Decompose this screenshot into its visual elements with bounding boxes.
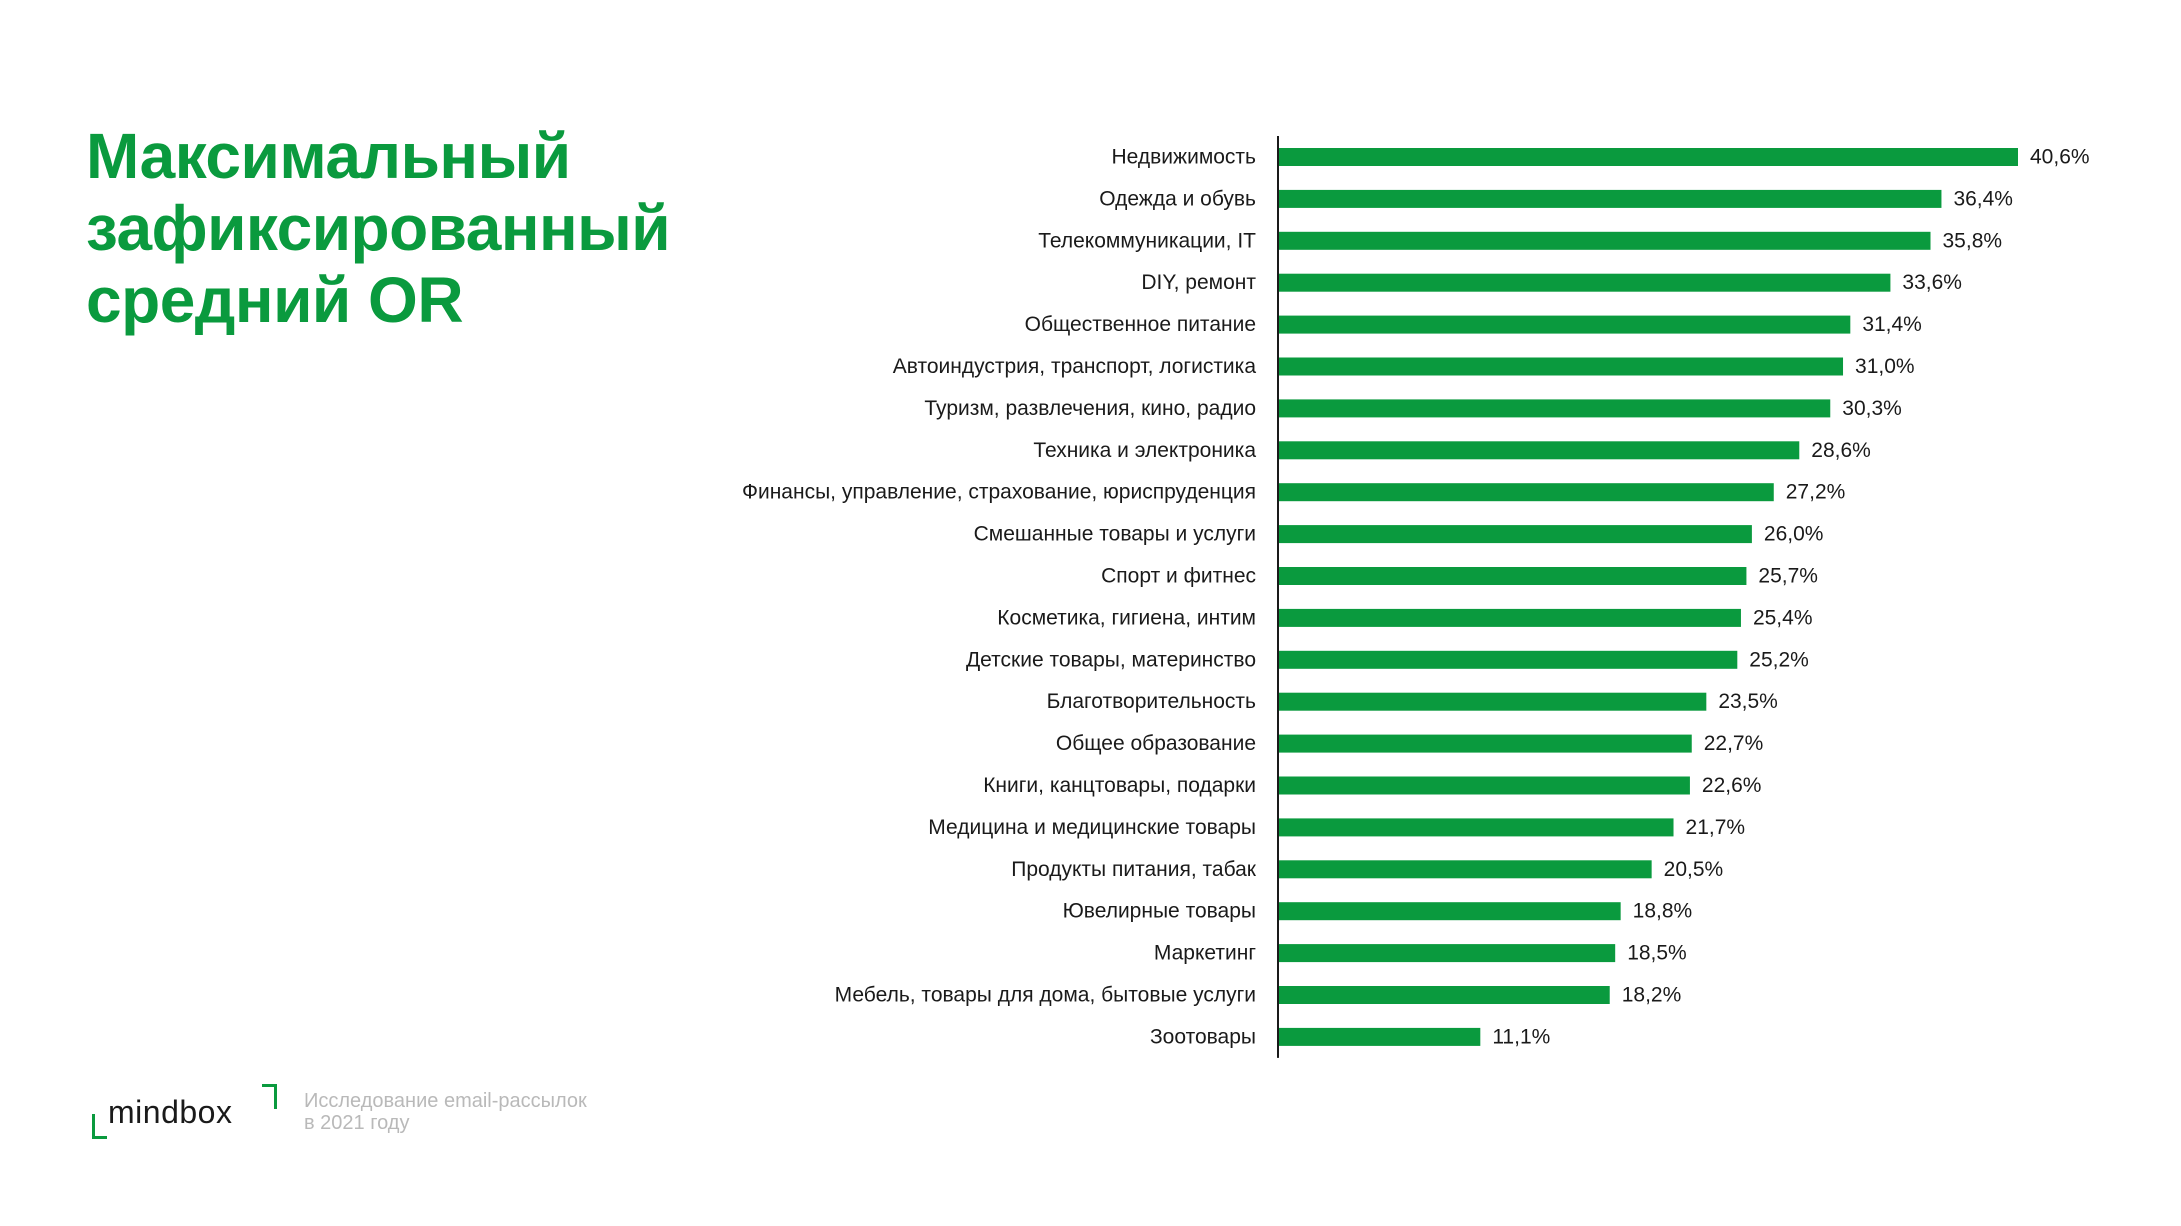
category-label: DIY, ремонт: [1141, 271, 1256, 294]
bar: [1278, 944, 1616, 963]
category-label: Зоотовары: [1150, 1025, 1256, 1048]
logo-bracket-top-right: [262, 1084, 277, 1109]
bar: [1278, 650, 1738, 669]
bar: [1278, 399, 1831, 418]
category-label: Детские товары, материнство: [966, 648, 1256, 671]
bar: [1278, 273, 1891, 292]
value-label: 25,2%: [1749, 648, 1809, 671]
bar: [1278, 986, 1610, 1004]
value-label: 18,8%: [1633, 900, 1693, 923]
value-label: 11,1%: [1492, 1025, 1550, 1048]
value-label: 18,5%: [1627, 942, 1687, 965]
category-label: Техника и электроника: [1033, 439, 1256, 462]
category-label: Автоиндустрия, транспорт, логистика: [893, 355, 1257, 378]
value-label: 40,6%: [2030, 146, 2090, 169]
footer-caption: Исследование email-рассылок в 2021 году: [304, 1090, 664, 1134]
category-label: Телекоммуникации, IT: [1038, 229, 1256, 252]
category-label: Смешанные товары и услуги: [974, 523, 1256, 546]
value-label: 22,6%: [1702, 774, 1762, 797]
bar: [1278, 818, 1674, 837]
value-label: 25,7%: [1758, 565, 1818, 588]
value-label: 21,7%: [1686, 816, 1746, 839]
mindbox-logo: mindbox: [92, 1084, 282, 1144]
value-label: 27,2%: [1786, 481, 1846, 504]
bar: [1278, 525, 1752, 544]
bar: [1278, 315, 1851, 334]
bar: [1278, 860, 1652, 879]
value-label: 31,4%: [1862, 313, 1922, 336]
bar: [1278, 189, 1942, 208]
bar: [1278, 357, 1844, 376]
category-label: Медицина и медицинские товары: [928, 816, 1256, 839]
category-label: Ювелирные товары: [1063, 900, 1256, 923]
category-label: Спорт и фитнес: [1101, 565, 1256, 588]
slide-title: Максимальный зафиксированный средний OR: [86, 120, 806, 336]
bar: [1278, 441, 1800, 460]
value-label: 18,2%: [1622, 984, 1682, 1007]
category-label: Общее образование: [1056, 732, 1256, 755]
category-label: Финансы, управление, страхование, юриспр…: [742, 481, 1256, 504]
bar: [1278, 692, 1707, 711]
category-label: Общественное питание: [1025, 313, 1256, 336]
bar: [1278, 148, 2018, 166]
category-label: Недвижимость: [1112, 146, 1257, 169]
value-label: 25,4%: [1753, 606, 1813, 629]
value-label: 23,5%: [1718, 690, 1778, 713]
bar: [1278, 483, 1774, 502]
category-label: Благотворительность: [1047, 690, 1256, 713]
value-label: 31,0%: [1855, 355, 1915, 378]
bar: [1278, 1027, 1481, 1046]
value-label: 28,6%: [1811, 439, 1871, 462]
category-label: Продукты питания, табак: [1011, 858, 1257, 881]
category-label: Туризм, развлечения, кино, радио: [924, 397, 1256, 420]
slide-title-line-3: средний OR: [86, 264, 464, 336]
value-label: 22,7%: [1704, 732, 1764, 755]
category-label: Книги, канцтовары, подарки: [983, 774, 1256, 797]
value-label: 20,5%: [1664, 858, 1724, 881]
logo-wordmark: mindbox: [108, 1094, 233, 1130]
category-label: Одежда и обувь: [1099, 187, 1256, 210]
slide-title-line-2: зафиксированный: [86, 192, 671, 264]
value-label: 35,8%: [1943, 229, 2003, 252]
value-label: 33,6%: [1902, 271, 1962, 294]
footer-caption-line-1: Исследование email-рассылок: [304, 1090, 587, 1112]
logo-bracket-bottom-left: [92, 1114, 107, 1139]
value-label: 30,3%: [1842, 397, 1902, 420]
category-label: Маркетинг: [1154, 942, 1256, 965]
bar: [1278, 776, 1690, 795]
bar: [1278, 231, 1931, 250]
footer-caption-line-2: в 2021 году: [304, 1112, 410, 1134]
value-label: 36,4%: [1953, 187, 2013, 210]
bar: [1278, 734, 1692, 753]
category-label: Косметика, гигиена, интим: [997, 606, 1256, 629]
value-label: 26,0%: [1764, 523, 1824, 546]
bar: [1278, 567, 1747, 585]
bar: [1278, 608, 1741, 627]
slide-title-line-1: Максимальный: [86, 120, 571, 192]
category-label: Мебель, товары для дома, бытовые услуги: [835, 984, 1256, 1007]
bar: [1278, 902, 1621, 921]
bar-chart-rows: Недвижимость 40,6% Одежда и обувь 36,4% Теле…: [742, 146, 2090, 1049]
